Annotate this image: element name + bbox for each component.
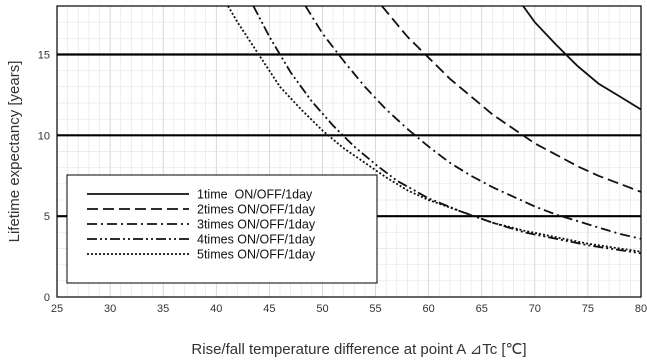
- y-tick-labels: 0 5 10 15: [38, 50, 50, 305]
- y-tick-label: 5: [44, 211, 50, 223]
- series-line-5: [227, 6, 641, 253]
- series-lines: [227, 6, 641, 255]
- legend-label: 5times ON/OFF/1day: [197, 248, 316, 262]
- x-tick-labels: 25 30 35 40 45 50 55 60 65 70 75 80: [51, 303, 647, 315]
- legend-label: 2times ON/OFF/1day: [197, 203, 316, 217]
- x-tick-label: 45: [263, 303, 275, 315]
- x-tick-label: 50: [316, 303, 328, 315]
- y-tick-label: 15: [38, 50, 50, 62]
- x-tick-label: 35: [157, 303, 169, 315]
- y-tick-label: 10: [38, 130, 50, 142]
- x-tick-label: 30: [104, 303, 116, 315]
- legend-label: 3times ON/OFF/1day: [197, 218, 316, 232]
- legend-label: 4times ON/OFF/1day: [197, 233, 316, 247]
- legend-box: [66, 174, 378, 284]
- x-axis-title: Rise/fall temperature difference at poin…: [191, 341, 526, 358]
- x-tick-label: 80: [635, 303, 647, 315]
- x-tick-label: 70: [529, 303, 541, 315]
- x-tick-label: 75: [582, 303, 594, 315]
- x-tick-label: 60: [423, 303, 435, 315]
- plot-frame: [56, 5, 642, 298]
- y-axis-title: Lifetime expectancy [years]: [6, 61, 23, 243]
- series-line-2: [381, 6, 641, 193]
- legend-label: 1time ON/OFF/1day: [197, 188, 313, 202]
- series-line-3: [304, 6, 641, 240]
- x-tick-label: 40: [210, 303, 222, 315]
- x-tick-label: 65: [476, 303, 488, 315]
- series-line-4: [252, 6, 641, 255]
- series-line-1: [522, 6, 641, 111]
- x-tick-label: 55: [369, 303, 381, 315]
- x-tick-label: 25: [51, 303, 63, 315]
- y-tick-label: 0: [44, 292, 50, 304]
